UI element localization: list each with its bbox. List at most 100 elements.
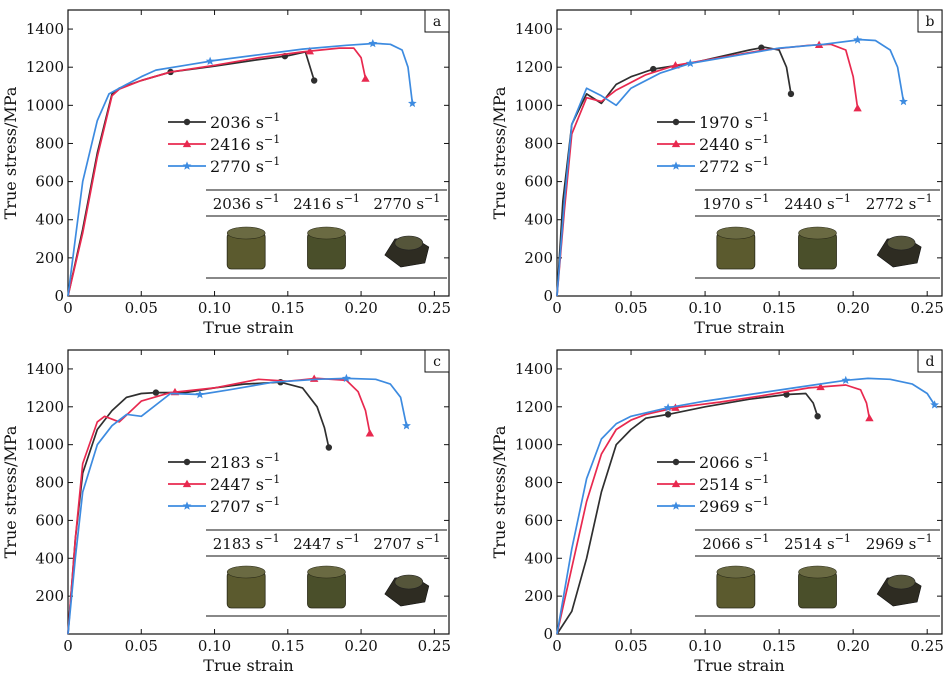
x-tick-label: 0.20 <box>344 637 377 655</box>
x-tick-label: 0.15 <box>271 299 304 317</box>
legend-marker-0 <box>672 458 680 466</box>
series-marker-2 <box>402 421 411 430</box>
specimen-top <box>226 226 266 240</box>
x-tick-label: 0.25 <box>910 299 943 317</box>
x-tick-label: 0.05 <box>125 299 158 317</box>
specimen-top <box>716 226 756 240</box>
chart-panel-a: 0 0.05 0.10 0.15 0.20 0.25 0 200 400 600 800 1000 12… <box>1 9 451 337</box>
legend-label-1: 2440 s−1 <box>699 133 769 154</box>
series-marker-2 <box>368 39 378 48</box>
fractured-specimen-top <box>394 574 424 590</box>
plot-frame <box>556 349 943 635</box>
x-tick-label: 0.25 <box>418 637 451 655</box>
series-marker-0 <box>758 44 765 51</box>
x-tick-label: 0 <box>552 637 562 655</box>
series-marker-2 <box>205 56 215 65</box>
table-header-cell: 2440 s−1 <box>784 192 851 213</box>
y-tick-label: 0 <box>543 625 553 643</box>
x-axis-title: True strain <box>203 318 293 337</box>
table-header-cell: 2514 s−1 <box>784 532 851 553</box>
y-tick-label: 1400 <box>515 20 553 38</box>
specimen-top <box>226 565 266 579</box>
y-tick-label: 0 <box>54 287 64 305</box>
y-tick-label: 1000 <box>26 436 64 454</box>
y-tick-label: 400 <box>524 211 553 229</box>
y-tick-label: 600 <box>524 511 553 529</box>
y-tick-label: 1400 <box>26 360 64 378</box>
table-header-cell: 2447 s−1 <box>293 532 360 553</box>
plot-frame <box>67 349 450 635</box>
x-tick-label: 0.15 <box>762 299 795 317</box>
legend-label-2: 2772 s−1 <box>699 155 769 176</box>
series-line-0 <box>556 46 792 297</box>
panel-letter-box <box>917 9 943 33</box>
y-tick-label: 400 <box>524 549 553 567</box>
y-tick-label: 1000 <box>515 436 553 454</box>
table-header-cell: 1970 s−1 <box>702 192 769 213</box>
y-tick-label: 1200 <box>26 398 64 416</box>
y-tick-label: 1200 <box>515 58 553 76</box>
legend-label-1: 2514 s−1 <box>699 473 769 494</box>
series-marker-0 <box>310 77 318 84</box>
y-tick-label: 1000 <box>515 96 553 114</box>
y-tick-label: 400 <box>35 549 64 567</box>
y-tick-label: 1200 <box>26 58 64 76</box>
x-tick-label: 0 <box>552 299 562 317</box>
series-line-0 <box>67 381 330 635</box>
x-tick-label: 0.10 <box>688 637 721 655</box>
x-tick-label: 0.10 <box>198 299 231 317</box>
y-tick-label: 800 <box>524 134 553 152</box>
series-marker-1 <box>361 74 370 82</box>
x-tick-label: 0.05 <box>614 299 647 317</box>
series-line-0 <box>67 51 316 297</box>
y-tick-label: 1000 <box>26 96 64 114</box>
x-tick-label: 0.25 <box>418 299 451 317</box>
legend-marker-1 <box>671 139 681 148</box>
y-axis-title: True stress/MPa <box>490 425 509 558</box>
x-tick-label: 0 <box>63 637 73 655</box>
series-marker-2 <box>195 389 205 399</box>
chart-panel-d: 0 0.05 0.10 0.15 0.20 0.25 0 200 400 600 800 1000 12… <box>490 349 944 675</box>
y-tick-label: 1400 <box>515 360 553 378</box>
legend-label-2: 2707 s−1 <box>210 495 280 516</box>
series-marker-0 <box>664 411 672 418</box>
legend-label-0: 2036 s−1 <box>210 111 280 132</box>
x-tick-label: 0.25 <box>910 637 943 655</box>
table-header-cell: 2707 s−1 <box>373 532 440 553</box>
legend-marker-1 <box>671 479 681 488</box>
x-tick-label: 0.15 <box>762 637 795 655</box>
panel-letter: a <box>433 14 441 30</box>
series-marker-1 <box>305 46 314 55</box>
x-axis-title: True strain <box>694 318 784 337</box>
panel-letter-box <box>424 9 450 33</box>
specimen-top <box>716 565 756 579</box>
series-marker-0 <box>325 444 333 451</box>
panel-letter-box <box>424 349 450 373</box>
series-marker-2 <box>841 375 851 384</box>
x-tick-label: 0.20 <box>836 637 869 655</box>
x-tick-label: 0.10 <box>688 299 721 317</box>
legend-marker-2 <box>182 161 192 170</box>
legend-label-0: 2066 s−1 <box>699 451 769 472</box>
legend-marker-0 <box>183 458 191 466</box>
fractured-specimen-top <box>886 574 916 590</box>
legend-label-1: 2416 s−1 <box>210 133 280 154</box>
series-line-1 <box>67 377 371 635</box>
specimen-top <box>798 565 837 579</box>
series-marker-0 <box>783 391 790 398</box>
table-header-cell: 2183 s−1 <box>213 532 280 553</box>
x-tick-label: 0 <box>63 299 73 317</box>
series-marker-2 <box>930 400 939 409</box>
x-tick-label: 0.10 <box>198 637 231 655</box>
series-marker-2 <box>853 35 862 44</box>
y-tick-label: 0 <box>543 287 553 305</box>
legend-label-1: 2447 s−1 <box>210 473 280 494</box>
series-marker-1 <box>853 103 862 112</box>
x-tick-label: 0.20 <box>836 299 869 317</box>
specimen-top <box>798 226 837 240</box>
series-marker-2 <box>342 373 351 383</box>
x-axis-title: True strain <box>203 656 293 675</box>
y-tick-label: 200 <box>35 249 64 267</box>
y-tick-label: 1200 <box>515 398 553 416</box>
